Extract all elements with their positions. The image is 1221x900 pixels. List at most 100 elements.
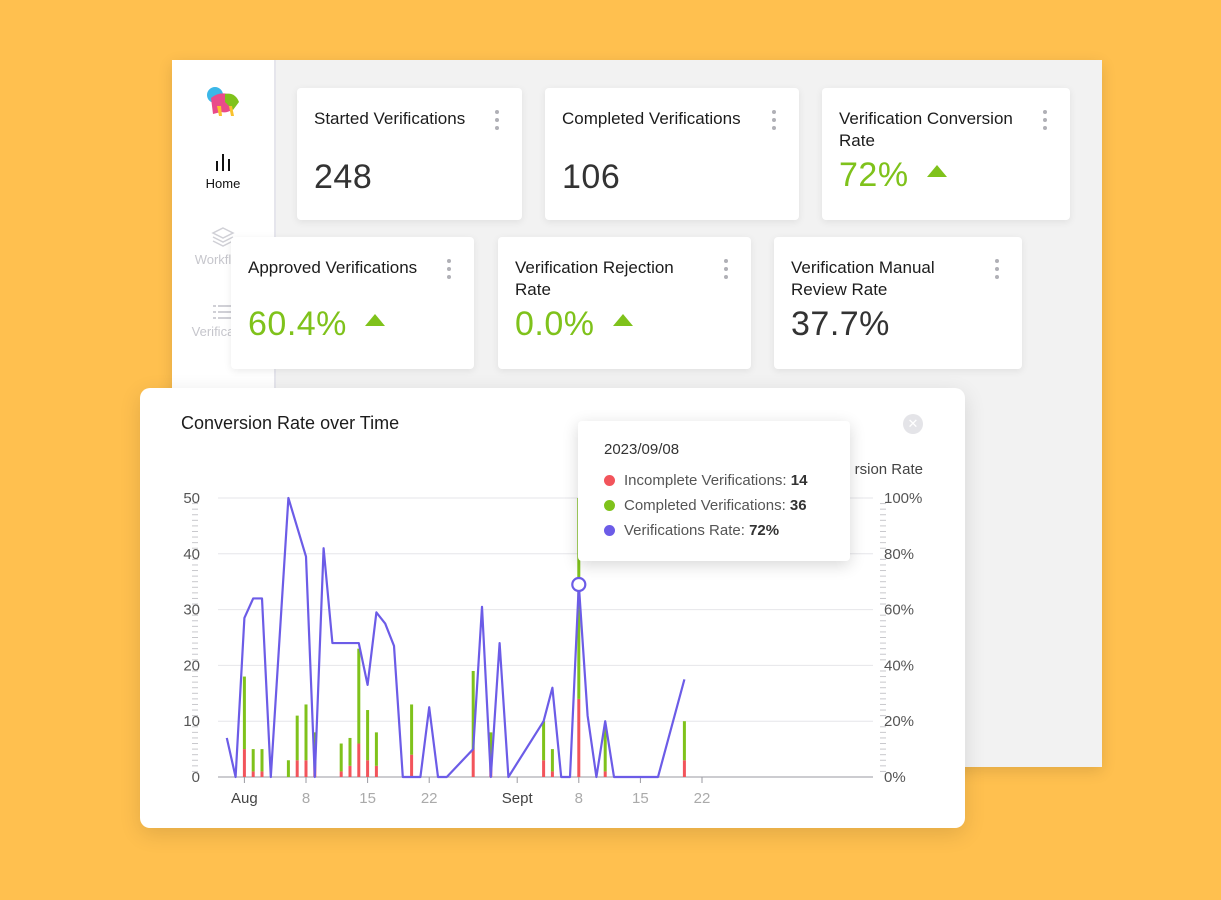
card-title: Completed Verifications [562, 109, 741, 128]
y-tick-label-right: 0% [884, 769, 906, 786]
bar-completed [286, 760, 290, 777]
chart-line [225, 496, 686, 779]
y-tick-label-right: 100% [884, 490, 922, 507]
bar-incomplete [471, 749, 475, 777]
legend-dot-completed [604, 500, 615, 511]
x-tick-label: 22 [694, 790, 711, 807]
legend-dot-rate [604, 525, 615, 536]
tooltip-date: 2023/09/08 [604, 441, 680, 458]
bar-completed [357, 648, 361, 744]
tooltip-label: Completed Verifications: [624, 497, 786, 514]
more-options-icon[interactable] [771, 110, 777, 130]
card-verification-conversion-rate: Verification Conversion Rate 72% [822, 88, 1070, 220]
chart-axis-labels: 0 10 20 30 40 50 0% 20% 40% 60% 80% 100% Aug 8 15 22 Sep… [183, 490, 922, 807]
sidebar-item-verifications[interactable]: Verifica [172, 304, 274, 339]
bar-completed [348, 737, 352, 766]
bar-completed [542, 721, 546, 761]
bar-completed [374, 732, 378, 766]
bar-completed [489, 732, 493, 766]
sidebar-item-label: Verifica [191, 324, 235, 339]
card-approved-verifications: Approved Verifications 60.4% [231, 237, 474, 369]
bar-completed [260, 749, 264, 772]
card-started-verifications: Started Verifications 248 [297, 88, 522, 220]
bar-completed [242, 676, 246, 750]
close-icon[interactable]: ✕ [903, 414, 923, 434]
tooltip-value: 72% [749, 522, 780, 539]
card-value: 60.4% [248, 305, 385, 344]
y-tick-label-right: 80% [884, 546, 914, 563]
sidebar-item-workflows[interactable]: Workfl [172, 226, 274, 267]
card-value: 0.0% [515, 305, 633, 344]
bar-incomplete [374, 765, 378, 777]
bar-completed [682, 721, 686, 761]
card-title: Started Verifications [314, 109, 466, 128]
tooltip-value: 36 [789, 497, 807, 514]
card-value-text: 0.0% [515, 305, 595, 343]
y-tick-label-left: 10 [183, 713, 200, 730]
y-tick-label-left: 40 [183, 546, 200, 563]
chart-gridlines [218, 497, 873, 778]
list-icon [213, 305, 233, 319]
more-options-icon[interactable] [1042, 110, 1048, 130]
tooltip-label: Incomplete Verifications: [624, 472, 787, 489]
bar-incomplete [348, 765, 352, 777]
sidebar-item-label: Home [205, 176, 241, 191]
more-options-icon[interactable] [446, 259, 452, 279]
bar-incomplete [242, 749, 246, 777]
x-tick-label: 15 [359, 790, 376, 807]
tooltip-value: 14 [790, 472, 808, 489]
layers-icon [211, 227, 235, 247]
more-options-icon[interactable] [494, 110, 500, 130]
x-tick-label: 8 [302, 790, 310, 807]
bar-incomplete [357, 743, 361, 777]
bar-chart-icon [216, 154, 230, 171]
y-tick-label-right: 60% [884, 602, 914, 619]
trend-up-icon [364, 314, 385, 327]
x-tick-label: 15 [632, 790, 649, 807]
bar-completed [339, 743, 343, 772]
card-value: 37.7% [791, 305, 890, 343]
chart-minor-ticks [192, 503, 886, 783]
y-tick-label-left: 50 [183, 490, 200, 507]
x-tick-label: Sept [502, 790, 534, 807]
bar-incomplete [550, 771, 554, 777]
sidebar-item-label: Workfl [194, 252, 232, 267]
card-completed-verifications: Completed Verifications 106 [545, 88, 799, 220]
bar-completed [295, 715, 299, 761]
bar-incomplete [251, 771, 255, 777]
legend-dot-incomplete [604, 475, 615, 486]
card-title: Verification Conversion Rate [839, 109, 1013, 150]
card-verification-rejection-rate: Verification Rejection Rate 0.0% [498, 237, 751, 369]
bar-completed [471, 670, 475, 750]
card-value-text: 60.4% [248, 305, 347, 343]
y-tick-label-right: 40% [884, 657, 914, 674]
right-axis-label: rsion Rate [854, 461, 923, 478]
tooltip-row-incomplete: Incomplete Verifications: 14 [604, 472, 807, 489]
more-options-icon[interactable] [994, 259, 1000, 279]
bar-incomplete [295, 760, 299, 777]
bar-incomplete [339, 771, 343, 777]
trend-up-icon [926, 165, 947, 178]
bar-incomplete [410, 754, 414, 777]
conversion-chart[interactable]: 0 10 20 30 40 50 0% 20% 40% 60% 80% 100% Aug 8 15 22 Sep… [140, 388, 965, 828]
card-verification-manual-review-rate: Verification Manual Review Rate 37.7% [774, 237, 1022, 369]
bar-incomplete [603, 771, 607, 777]
tooltip-row-completed: Completed Verifications: 36 [604, 497, 807, 514]
bar-incomplete [260, 771, 264, 777]
bar-incomplete [366, 760, 370, 777]
card-title: Verification Manual Review Rate [791, 258, 935, 299]
card-value: 72% [839, 156, 947, 195]
bar-completed [410, 704, 414, 755]
bar-incomplete [682, 760, 686, 777]
more-options-icon[interactable] [723, 259, 729, 279]
sidebar-item-home[interactable]: Home [172, 152, 274, 191]
y-tick-label-left: 20 [183, 657, 200, 674]
x-tick-label: 22 [421, 790, 438, 807]
bar-completed [603, 726, 607, 772]
chart-title: Conversion Rate over Time [181, 413, 400, 433]
bar-completed [366, 710, 370, 761]
bar-completed [550, 749, 554, 772]
card-title: Verification Rejection Rate [515, 258, 674, 299]
bar-incomplete [304, 760, 308, 777]
y-tick-label-left: 30 [183, 602, 200, 619]
